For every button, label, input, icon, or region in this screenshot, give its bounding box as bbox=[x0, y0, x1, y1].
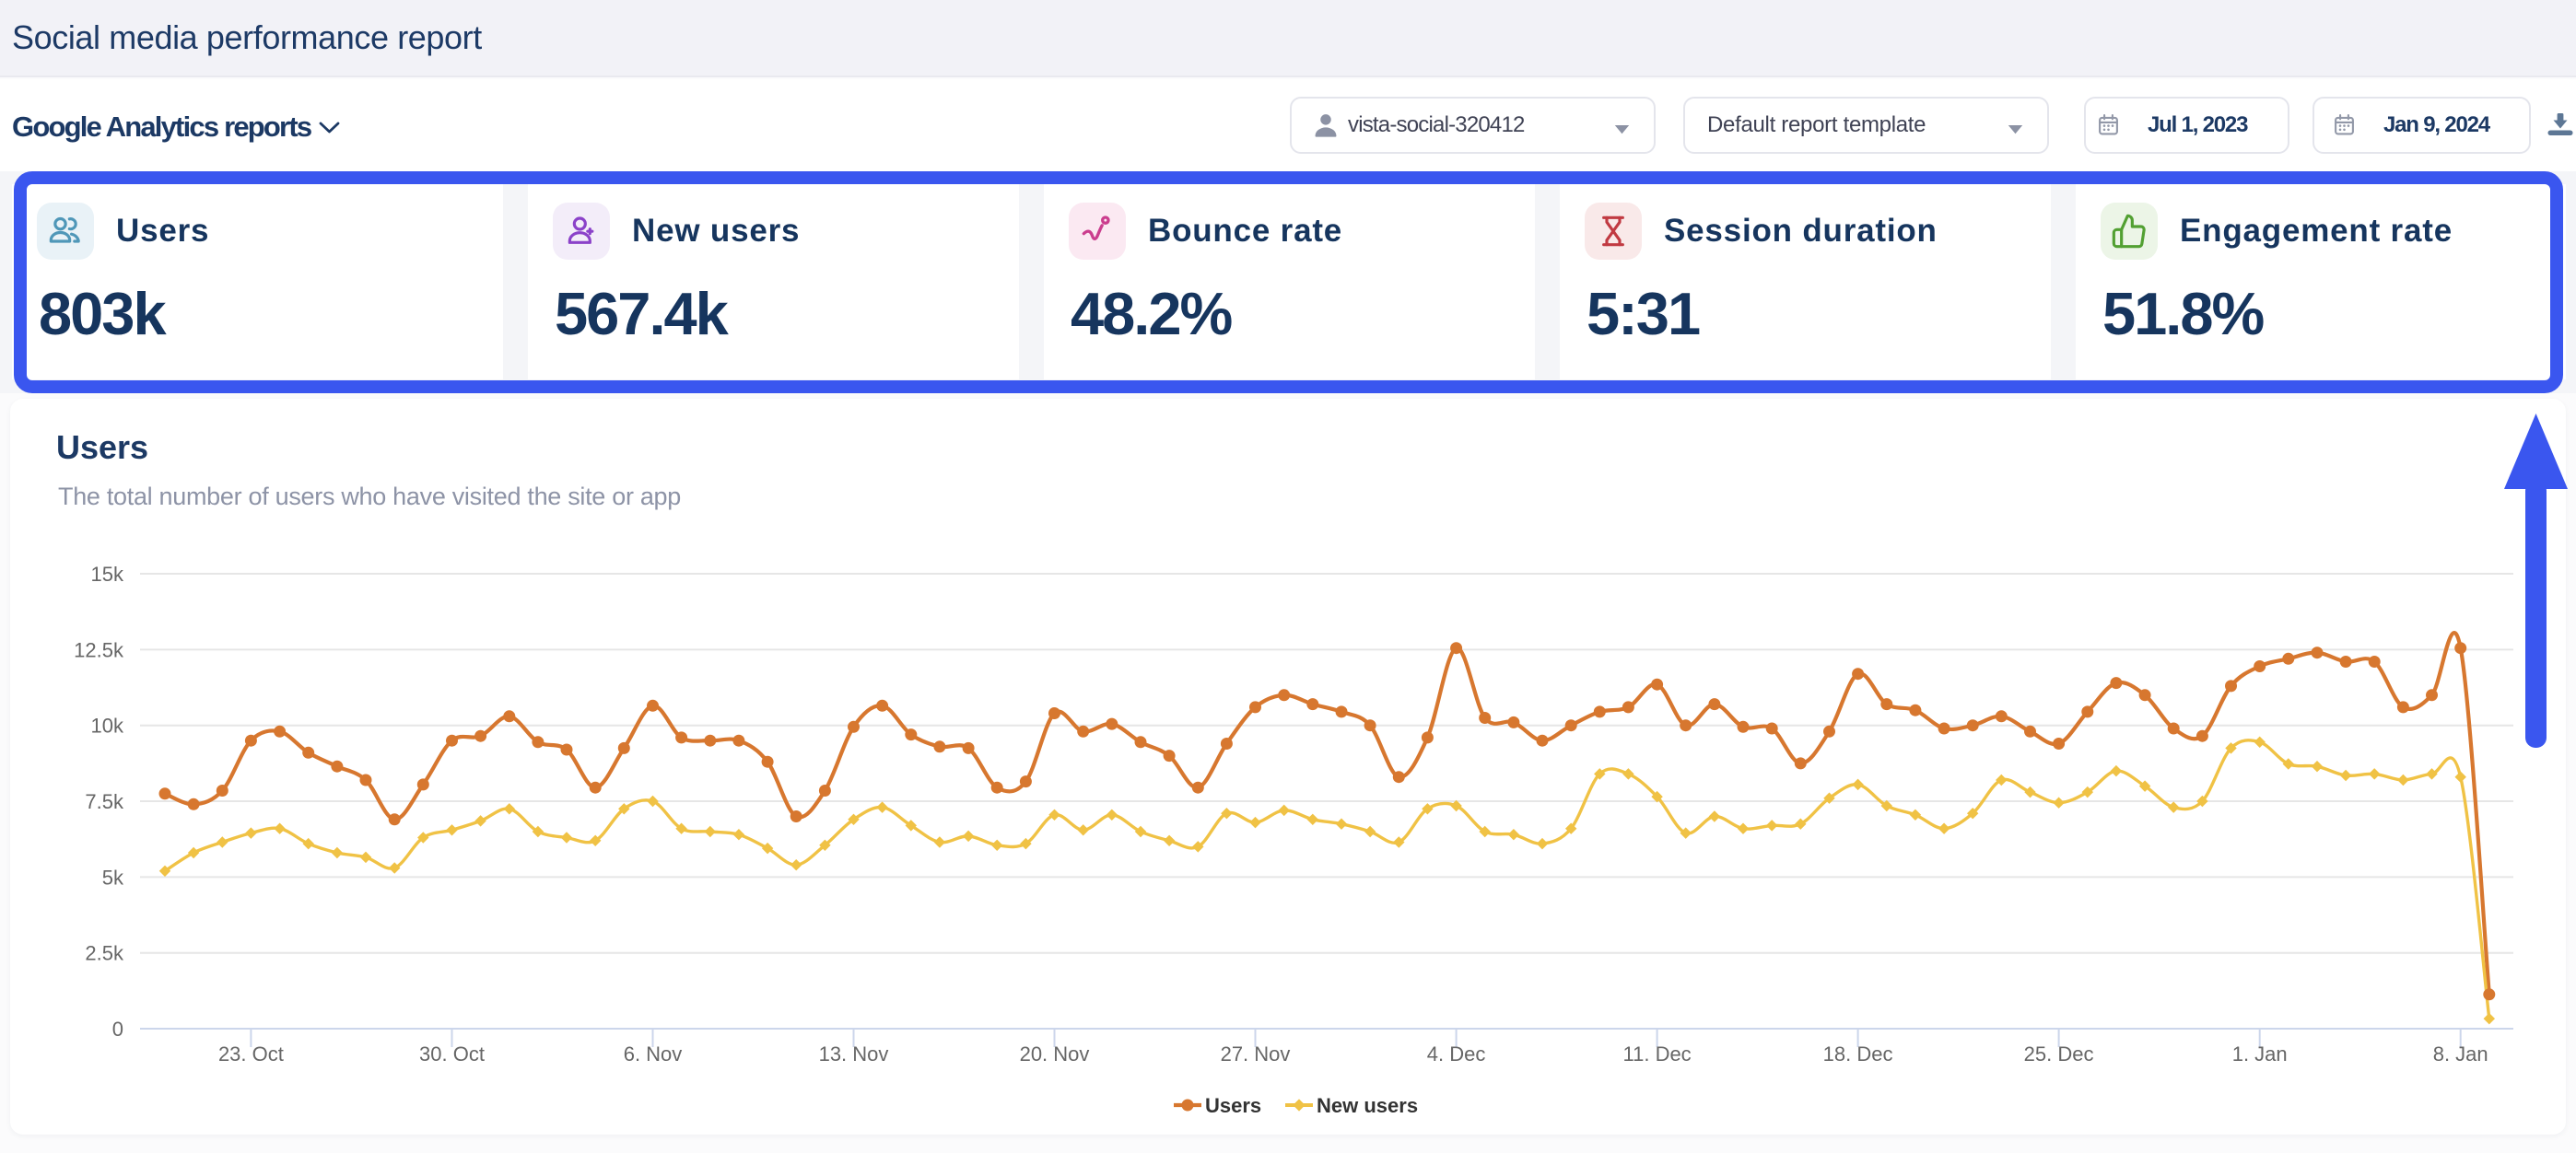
svg-text:13. Nov: 13. Nov bbox=[819, 1042, 889, 1066]
svg-text:6. Nov: 6. Nov bbox=[624, 1042, 683, 1066]
svg-text:12.5k: 12.5k bbox=[74, 638, 124, 661]
svg-text:10k: 10k bbox=[91, 715, 124, 738]
svg-text:23. Oct: 23. Oct bbox=[218, 1042, 284, 1066]
svg-text:1. Jan: 1. Jan bbox=[2232, 1042, 2288, 1066]
svg-text:New users: New users bbox=[1317, 1094, 1418, 1117]
svg-text:25. Dec: 25. Dec bbox=[2024, 1042, 2094, 1066]
svg-text:20. Nov: 20. Nov bbox=[1020, 1042, 1090, 1066]
svg-text:11. Dec: 11. Dec bbox=[1623, 1042, 1692, 1066]
svg-text:5k: 5k bbox=[102, 866, 124, 889]
svg-text:18. Dec: 18. Dec bbox=[1823, 1042, 1893, 1066]
svg-text:4. Dec: 4. Dec bbox=[1427, 1042, 1486, 1066]
svg-text:0: 0 bbox=[112, 1018, 123, 1041]
svg-text:7.5k: 7.5k bbox=[85, 790, 124, 813]
svg-text:8. Jan: 8. Jan bbox=[2433, 1042, 2488, 1066]
svg-text:2.5k: 2.5k bbox=[85, 942, 124, 965]
svg-text:30. Oct: 30. Oct bbox=[419, 1042, 485, 1066]
svg-text:27. Nov: 27. Nov bbox=[1221, 1042, 1291, 1066]
svg-text:Users: Users bbox=[1205, 1094, 1261, 1117]
svg-text:15k: 15k bbox=[91, 563, 124, 586]
